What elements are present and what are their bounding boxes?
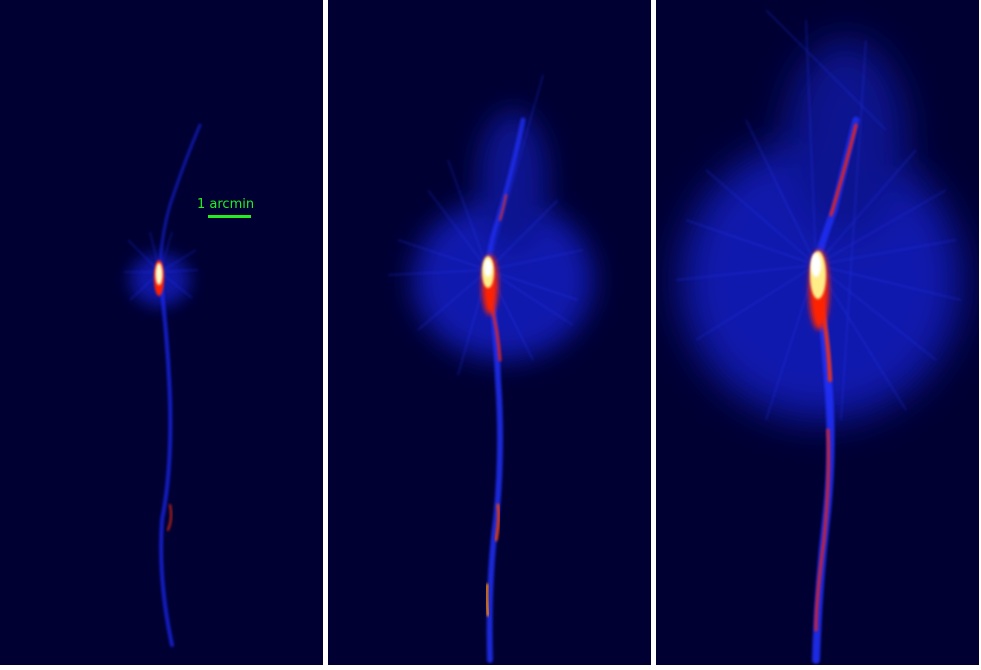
ray-lines [675, 9, 962, 421]
faint-glow [413, 110, 593, 360]
scale-bar: 1 arcmin [197, 198, 267, 222]
bright-core [809, 250, 829, 330]
filament [158, 123, 202, 647]
image-panel-2 [328, 0, 651, 665]
scale-bar-line [208, 215, 251, 218]
scale-bar-label: 1 arcmin [197, 197, 255, 212]
image-panel-3 [656, 0, 979, 665]
image-panel-1: 1 arcmin [0, 0, 323, 665]
image-panel-2-canvas [387, 74, 593, 663]
image-panel-1-canvas [124, 123, 202, 647]
bright-core [482, 255, 498, 315]
faint-glow [681, 40, 961, 420]
bright-core [154, 260, 164, 296]
image-panel-3-canvas [675, 9, 962, 664]
